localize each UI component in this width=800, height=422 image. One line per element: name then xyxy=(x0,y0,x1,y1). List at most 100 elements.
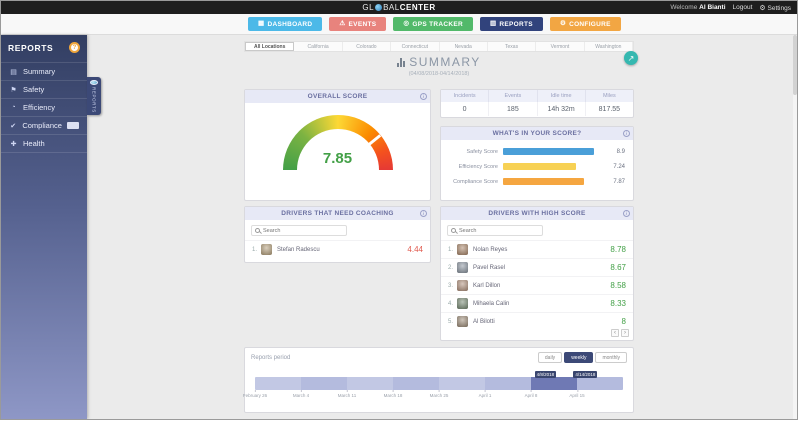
compliance-badge[interactable] xyxy=(66,122,79,129)
reports-flyout-label: REPORTS xyxy=(91,87,97,113)
nav-events-button[interactable]: ⚠ EVENTS xyxy=(329,17,387,31)
bar-chart-icon xyxy=(397,57,406,67)
period-timeline[interactable]: 4/8/2018 4/14/2018 February 26 March 4 M… xyxy=(243,371,623,401)
high-score-driver-row[interactable]: 2. Pavel Rasel 8.67 xyxy=(441,258,633,276)
scrollbar-thumb[interactable] xyxy=(793,35,797,95)
compliance-check-icon: ✔ xyxy=(10,122,17,130)
brand-bold: CENTER xyxy=(399,3,436,12)
daily-button[interactable]: daily xyxy=(537,352,563,363)
tab-all-locations[interactable]: All Locations xyxy=(245,42,295,51)
location-tab[interactable]: Washington xyxy=(585,42,633,51)
high-score-driver-row[interactable]: 5. Al Bilotti 8 xyxy=(441,312,633,330)
sidebar-item-compliance[interactable]: ✔ Compliance xyxy=(1,116,87,134)
week-segment[interactable] xyxy=(393,377,439,390)
reports-flyout-tab[interactable]: REPORTS xyxy=(87,77,101,115)
nav-configure-button[interactable]: ⚙ CONFIGURE xyxy=(549,17,621,31)
high-score-driver-row[interactable]: 1. Nolan Reyes 8.78 xyxy=(441,240,633,258)
sidebar-item-summary[interactable]: ▤ Summary xyxy=(1,62,87,80)
high-score-search-input[interactable] xyxy=(459,227,539,234)
driver-score: 4.44 xyxy=(407,245,423,254)
health-cross-icon: ✚ xyxy=(10,140,17,148)
high-score-list: 1. Nolan Reyes 8.78 2. Pavel Rasel 8.67 … xyxy=(441,240,633,330)
week-segment[interactable] xyxy=(255,377,301,390)
high-score-driver-row[interactable]: 4. Mihaela Calin 8.33 xyxy=(441,294,633,312)
export-arrow-icon: ↗ xyxy=(627,53,635,63)
info-icon[interactable]: i xyxy=(420,209,427,217)
sidebar-item-efficiency[interactable]: ◔ Efficiency xyxy=(1,98,87,116)
safety-bar-fill xyxy=(503,148,594,155)
gear-icon: ⚙ xyxy=(759,4,766,12)
nav-gps-tracker-button[interactable]: ◎ GPS TRACKER xyxy=(393,17,473,31)
sidebar-item-health[interactable]: ✚ Health xyxy=(1,134,87,152)
settings-link[interactable]: ⚙ Settings xyxy=(759,4,791,12)
location-tab[interactable]: Vermont xyxy=(536,42,585,51)
reports-sidebar: REPORTS ? ▤ Summary ⚑ Safety ◔ Efficiency ✔… xyxy=(1,35,87,419)
axis-label: February 26 xyxy=(242,390,268,398)
location-tab[interactable]: California xyxy=(294,42,343,51)
brand-mid: BAL xyxy=(383,3,400,12)
info-icon[interactable]: i xyxy=(623,209,630,217)
high-score-search[interactable] xyxy=(447,225,543,236)
driver-rank: 3. xyxy=(448,282,454,289)
info-icon[interactable]: i xyxy=(623,129,630,137)
week-segment[interactable] xyxy=(577,377,623,390)
sidebar-item-label: Summary xyxy=(23,67,56,76)
page-title: SUMMARY xyxy=(244,55,634,69)
location-tab[interactable]: Colorado xyxy=(343,42,392,51)
stat-value: 185 xyxy=(489,102,538,116)
week-segment[interactable] xyxy=(347,377,393,390)
logout-link[interactable]: Logout xyxy=(732,4,753,11)
sidebar-item-safety[interactable]: ⚑ Safety xyxy=(1,80,87,98)
prev-page-button[interactable]: ‹ xyxy=(611,329,619,337)
summary-icon: ▤ xyxy=(10,68,17,76)
brand-logo: GL BAL CENTER xyxy=(362,3,435,12)
next-page-button[interactable]: › xyxy=(621,329,629,337)
location-tab[interactable]: Connecticut xyxy=(391,42,440,51)
selected-week-segment[interactable] xyxy=(531,377,577,390)
sidebar-menu: ▤ Summary ⚑ Safety ◔ Efficiency ✔ Compliance… xyxy=(1,62,87,153)
stat-label: Events xyxy=(489,90,538,102)
driver-rank: 4. xyxy=(448,300,454,307)
location-tab[interactable]: Texas xyxy=(488,42,537,51)
coaching-search-input[interactable] xyxy=(263,227,343,234)
welcome-text: Welcome Al Bianti xyxy=(670,4,726,11)
week-segment[interactable] xyxy=(485,377,531,390)
driver-avatar xyxy=(457,298,468,309)
stat-value: 14h 32m xyxy=(538,102,586,116)
driver-rank: 1. xyxy=(448,246,454,253)
driver-avatar xyxy=(457,262,468,273)
driver-avatar xyxy=(457,244,468,255)
help-icon[interactable]: ? xyxy=(69,42,80,53)
driver-avatar xyxy=(457,316,468,327)
week-segment[interactable] xyxy=(301,377,347,390)
driver-name: Mihaela Calin xyxy=(473,300,510,307)
weekly-button[interactable]: weekly xyxy=(564,352,594,363)
safety-score-bar-row: Safety Score 8.9 xyxy=(449,148,625,155)
location-tabs: All Locations California Colorado Connec… xyxy=(244,41,634,52)
globe-icon xyxy=(375,4,383,11)
nav-reports-button[interactable]: ▥ REPORTS xyxy=(479,17,543,31)
bar-value: 8.9 xyxy=(616,148,625,155)
timeline-bar[interactable] xyxy=(255,377,623,390)
score-bars: Safety Score 8.9 Efficiency Score 7.24 C… xyxy=(441,140,633,185)
stat-label: Incidents xyxy=(441,90,490,102)
axis-label: March 4 xyxy=(292,390,310,398)
monthly-button[interactable]: monthly xyxy=(595,352,627,363)
bar-value: 7.24 xyxy=(613,163,625,170)
driver-score: 8 xyxy=(621,317,626,326)
range-buttons: daily weekly monthly xyxy=(537,352,627,363)
sidebar-item-label: Safety xyxy=(23,85,45,94)
vertical-scrollbar[interactable] xyxy=(793,35,797,419)
week-segment[interactable] xyxy=(439,377,485,390)
location-tab[interactable]: Nevada xyxy=(440,42,488,51)
driver-rank: 5. xyxy=(448,318,454,325)
driver-name: Karl Dillon xyxy=(473,282,501,289)
search-icon xyxy=(451,228,456,233)
driver-rank: 2. xyxy=(448,264,454,271)
export-button[interactable]: ↗ xyxy=(624,51,638,65)
high-score-driver-row[interactable]: 3. Karl Dillon 8.58 xyxy=(441,276,633,294)
coaching-driver-row[interactable]: 1. Stefan Radescu 4.44 xyxy=(245,240,430,258)
coaching-search[interactable] xyxy=(251,225,347,236)
nav-dashboard-button[interactable]: ▦ DASHBOARD xyxy=(248,17,323,31)
info-icon[interactable]: i xyxy=(420,92,427,100)
